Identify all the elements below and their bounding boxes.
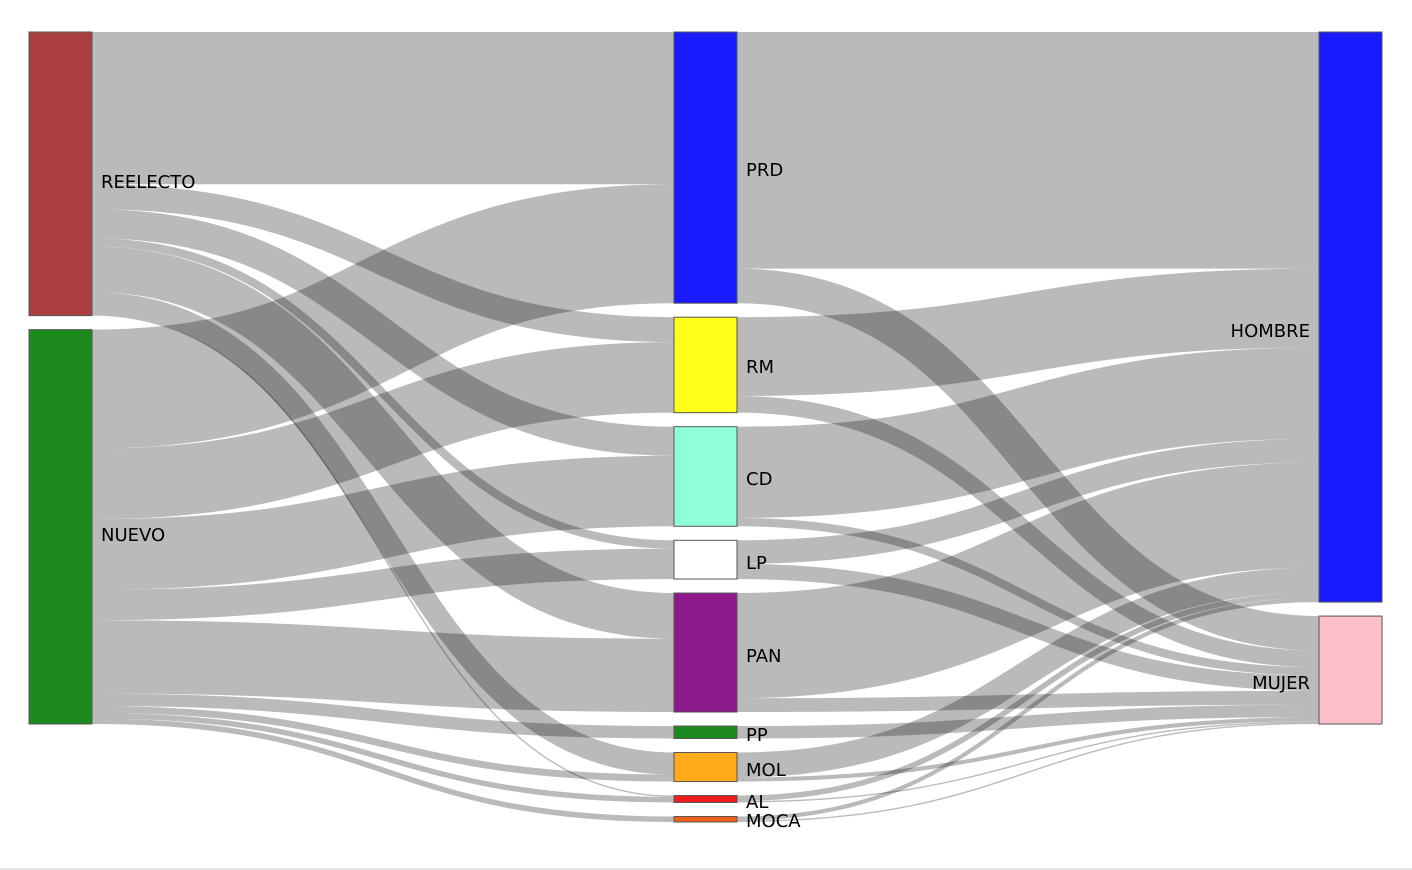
link-nuevo-pp xyxy=(91,693,675,739)
node-hombre xyxy=(1318,31,1383,603)
node-moca xyxy=(673,815,738,823)
link-nuevo-lp xyxy=(91,548,675,621)
bottom-border xyxy=(0,868,1412,870)
node-label-rm: RM xyxy=(746,357,774,378)
link-nuevo-al xyxy=(91,712,675,803)
node-label-prd: PRD xyxy=(746,160,783,181)
link-moca-hombre xyxy=(736,597,1320,821)
node-label-lp: LP xyxy=(746,553,767,574)
link-nuevo-pan xyxy=(91,620,675,713)
link-rm-hombre xyxy=(736,268,1320,397)
node-label-pp: PP xyxy=(746,725,768,746)
link-al-mujer xyxy=(736,721,1320,803)
node-label-hombre: HOMBRE xyxy=(1231,321,1310,342)
nodes-layer xyxy=(28,31,1383,823)
node-label-cd: CD xyxy=(746,469,772,490)
node-rm xyxy=(673,316,738,414)
link-pp-mujer xyxy=(736,704,1320,739)
link-lp-hombre xyxy=(736,438,1320,564)
node-mujer xyxy=(1318,615,1383,725)
node-label-al: AL xyxy=(746,792,768,813)
link-nuevo-rm xyxy=(91,342,675,520)
link-nuevo-cd xyxy=(91,455,675,590)
link-moca-mujer xyxy=(736,722,1320,822)
node-label-moca: MOCA xyxy=(746,811,801,832)
node-pan xyxy=(673,592,738,713)
link-pan-hombre xyxy=(736,462,1320,699)
node-nuevo xyxy=(28,329,93,725)
links-layer xyxy=(91,31,1320,823)
link-cd-hombre xyxy=(736,347,1320,518)
node-al xyxy=(673,795,738,803)
node-label-mol: MOL xyxy=(746,760,786,781)
node-cd xyxy=(673,426,738,527)
node-label-mujer: MUJER xyxy=(1252,673,1310,694)
node-prd xyxy=(673,31,738,304)
node-mol xyxy=(673,751,738,783)
node-lp xyxy=(673,539,738,580)
link-mol-mujer xyxy=(736,717,1320,782)
node-reelecto xyxy=(28,31,93,317)
link-nuevo-mol xyxy=(91,706,675,782)
node-pp xyxy=(673,725,738,739)
node-label-reelecto: REELECTO xyxy=(101,172,195,193)
link-al-hombre xyxy=(736,592,1320,802)
link-mol-hombre xyxy=(736,567,1320,778)
link-nuevo-prd xyxy=(91,184,675,449)
link-nuevo-moca xyxy=(91,718,675,823)
node-label-nuevo: NUEVO xyxy=(101,525,165,546)
node-label-pan: PAN xyxy=(746,646,781,667)
labels-layer: REELECTO NUEVO PRD RM CD LP PAN PP MOL A… xyxy=(101,160,1310,832)
link-pan-mujer xyxy=(736,690,1320,713)
